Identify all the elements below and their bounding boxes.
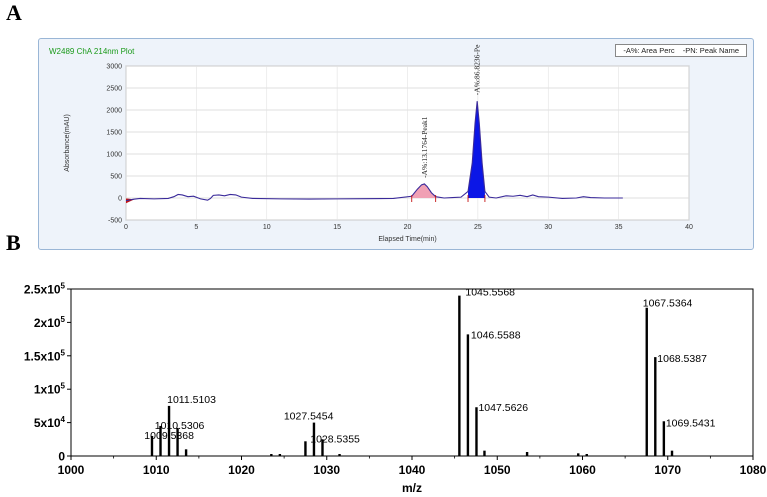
ms-xtick-label: 1080 xyxy=(740,463,767,477)
ms-peak-label: 1046.5588 xyxy=(471,329,521,341)
ms-peak-label: 1068.5387 xyxy=(657,353,707,365)
hplc-peak2-area xyxy=(468,101,485,198)
hplc-xtick-label: 0 xyxy=(124,224,128,231)
hplc-legend: -A%: Area Perc -PN: Peak Name xyxy=(615,44,747,57)
ms-ytick-label: 1x105 xyxy=(34,382,66,397)
ms-xtick-label: 1000 xyxy=(58,463,85,477)
ms-ytick-label: 0 xyxy=(58,450,65,464)
hplc-xtick-label: 5 xyxy=(194,224,198,231)
legend-entry-area-perc: -A%: Area Perc xyxy=(623,46,675,55)
hplc-ytick-label: 1500 xyxy=(106,130,122,137)
hplc-y-axis-label: Absorbance(mAU) xyxy=(64,114,71,172)
hplc-peak1-area xyxy=(411,183,436,198)
ms-peak-label: 1047.5626 xyxy=(478,402,528,414)
ms-peak-label: 1028.5355 xyxy=(310,433,360,445)
hplc-peak-annotation: -A%:13.1764-Peak1 xyxy=(420,116,429,178)
legend-entry-peak-name: -PN: Peak Name xyxy=(682,46,739,55)
hplc-ytick-label: 3000 xyxy=(106,64,122,71)
ms-xtick-label: 1040 xyxy=(399,463,426,477)
hplc-x-axis-label: Elapsed Time(min) xyxy=(378,236,436,243)
ms-xtick-label: 1070 xyxy=(654,463,681,477)
ms-x-axis-label: m/z xyxy=(402,481,422,495)
ms-ytick-label: 1.5x105 xyxy=(24,348,66,363)
ms-xtick-label: 1010 xyxy=(143,463,170,477)
hplc-peak-annotation: -A%:86.8236-Pe xyxy=(473,44,482,95)
hplc-xtick-label: 30 xyxy=(544,224,552,231)
panel-label-a: A xyxy=(6,0,22,25)
hplc-xtick-label: 35 xyxy=(615,224,623,231)
ms-peak-label: 1045.5568 xyxy=(465,287,515,299)
ms-ytick-label: 2x105 xyxy=(34,315,66,330)
ms-peak-label: 1027.5454 xyxy=(284,411,334,423)
ms-ytick-label: 5x104 xyxy=(34,415,66,430)
ms-xtick-label: 1030 xyxy=(313,463,340,477)
hplc-trace-line xyxy=(125,101,623,202)
ms-peak-label: 1011.5103 xyxy=(167,394,216,406)
ms-peak-label: 1067.5364 xyxy=(643,298,693,310)
hplc-xtick-label: 40 xyxy=(685,224,693,231)
hplc-xtick-label: 25 xyxy=(474,224,482,231)
ms-peak-label: 1009.5368 xyxy=(144,430,194,442)
ms-peak-label: 1069.5431 xyxy=(666,417,716,429)
ms-ytick-label: 2.5x105 xyxy=(24,282,66,297)
hplc-ytick-label: 2500 xyxy=(106,86,122,93)
hplc-xtick-label: 10 xyxy=(263,224,271,231)
ms-xtick-label: 1060 xyxy=(569,463,596,477)
ms-xtick-label: 1050 xyxy=(484,463,511,477)
hplc-xtick-label: 15 xyxy=(333,224,341,231)
hplc-ytick-label: -500 xyxy=(108,218,122,225)
ms-xtick-label: 1020 xyxy=(228,463,255,477)
hplc-ytick-label: 2000 xyxy=(106,108,122,115)
hplc-xtick-label: 20 xyxy=(404,224,412,231)
panel-label-b: B xyxy=(6,230,21,255)
hplc-ytick-label: 1000 xyxy=(106,152,122,159)
hplc-chart-title: W2489 ChA 214nm Plot xyxy=(49,47,135,56)
hplc-ytick-label: 500 xyxy=(110,174,122,181)
hplc-ytick-label: 0 xyxy=(118,196,122,203)
ms-peak-label: 1010.5306 xyxy=(155,420,205,432)
